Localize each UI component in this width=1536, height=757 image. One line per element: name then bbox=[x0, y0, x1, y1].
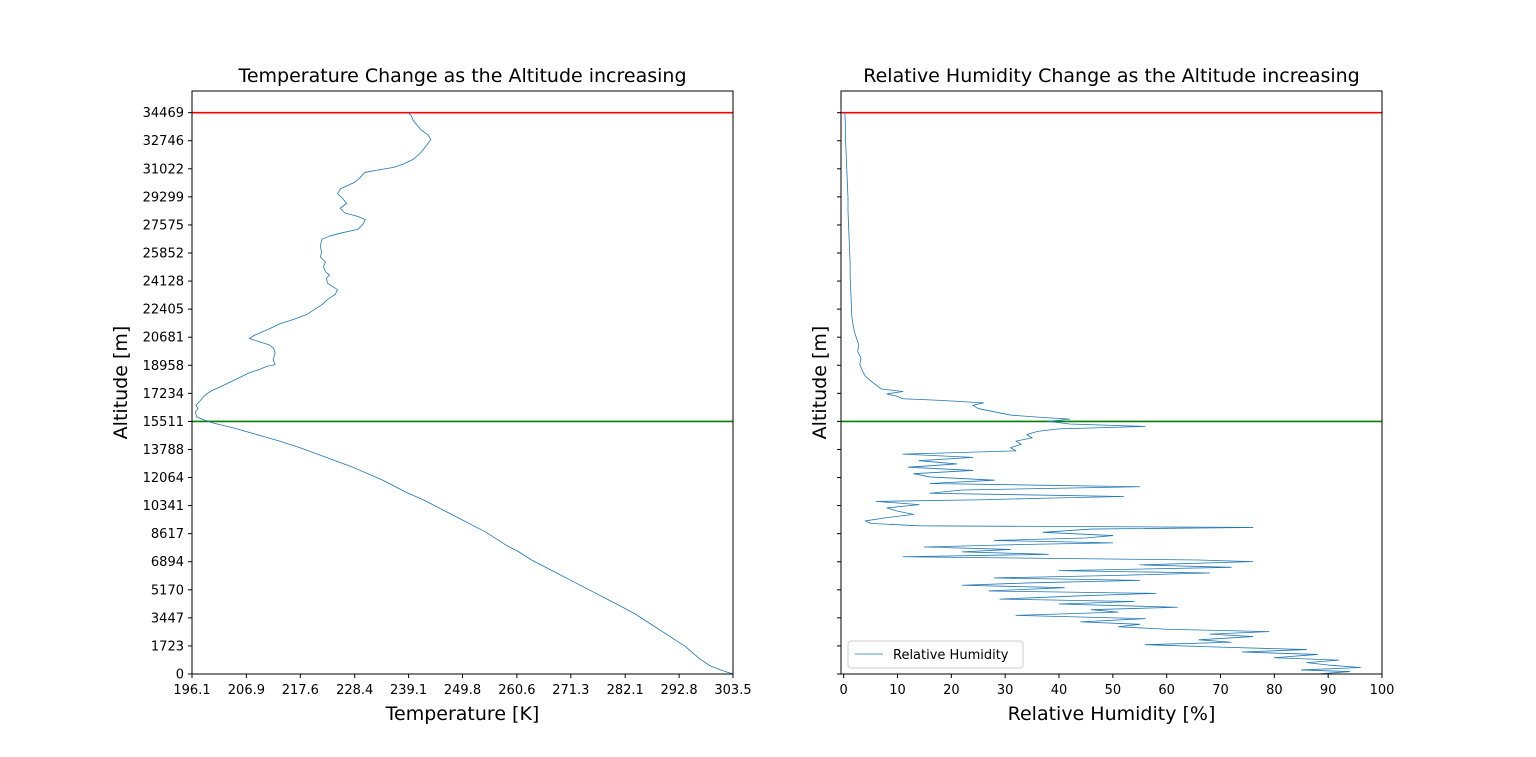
humidity-chart: Relative Humidity Change as the Altitude… bbox=[809, 65, 1394, 725]
x-tick-label: 303.5 bbox=[714, 683, 751, 698]
chart-title: Temperature Change as the Altitude incre… bbox=[237, 65, 686, 87]
x-tick-label: 292.8 bbox=[660, 683, 697, 698]
x-tick-label: 260.6 bbox=[498, 683, 535, 698]
x-axis-ticks: 196.1 206.9 217.6 228.4 239.1 249.8 260.6 271.3… bbox=[173, 674, 752, 698]
y-tick-label: 17234 bbox=[143, 387, 184, 402]
x-tick-label: 282.1 bbox=[607, 683, 644, 698]
y-tick-label: 1723 bbox=[151, 639, 184, 654]
x-axis-label: Relative Humidity [%] bbox=[1008, 703, 1216, 725]
plot-frame bbox=[840, 90, 1383, 675]
x-tick-label: 70 bbox=[1212, 683, 1229, 698]
y-tick-label: 24128 bbox=[143, 275, 184, 290]
x-tick-label: 50 bbox=[1105, 683, 1122, 698]
y-axis-label: Altitude [m] bbox=[809, 326, 831, 440]
y-tick-label: 18958 bbox=[143, 359, 184, 374]
legend-box bbox=[847, 640, 1024, 669]
y-tick-label: 10341 bbox=[143, 499, 184, 514]
x-tick-label: 239.1 bbox=[390, 683, 427, 698]
chart-title: Relative Humidity Change as the Altitude… bbox=[863, 65, 1360, 87]
x-tick-label: 196.1 bbox=[173, 683, 210, 698]
x-tick-label: 90 bbox=[1320, 683, 1337, 698]
y-tick-label: 5170 bbox=[151, 583, 184, 598]
y-tick-label: 13788 bbox=[143, 443, 184, 458]
x-tick-label: 206.9 bbox=[228, 683, 265, 698]
y-axis-ticks: 0 1723 3447 5170 6894 8617 10341 12064 13788 1551… bbox=[143, 106, 192, 683]
y-tick-label: 34469 bbox=[143, 106, 184, 121]
y-tick-label: 25852 bbox=[143, 247, 184, 262]
y-tick-label: 31022 bbox=[143, 162, 184, 177]
y-tick-label: 27575 bbox=[143, 218, 184, 233]
x-tick-label: 10 bbox=[889, 683, 906, 698]
y-tick-label: 29299 bbox=[143, 190, 184, 205]
x-tick-label: 217.6 bbox=[282, 683, 319, 698]
x-tick-label: 60 bbox=[1158, 683, 1175, 698]
x-tick-label: 80 bbox=[1266, 683, 1283, 698]
series-group bbox=[195, 112, 734, 675]
y-axis-label: Altitude [m] bbox=[110, 326, 132, 440]
reference-lines bbox=[192, 111, 733, 423]
x-tick-label: 20 bbox=[943, 683, 960, 698]
x-tick-label: 0 bbox=[840, 683, 848, 698]
x-tick-label: 249.8 bbox=[444, 683, 481, 698]
series-line-0 bbox=[195, 112, 734, 675]
series-line-0 bbox=[844, 112, 1361, 675]
y-tick-label: 20681 bbox=[143, 331, 184, 346]
legend-entry-relative-humidity: Relative Humidity bbox=[893, 648, 1009, 663]
series-group bbox=[844, 112, 1361, 675]
y-tick-label: 22405 bbox=[143, 303, 184, 318]
reference-lines bbox=[841, 111, 1382, 423]
y-tick-label: 32746 bbox=[143, 134, 184, 149]
y-tick-label: 12064 bbox=[143, 471, 184, 486]
legend: Relative Humidity bbox=[847, 640, 1024, 669]
x-tick-label: 228.4 bbox=[336, 683, 373, 698]
y-tick-label: 6894 bbox=[151, 555, 184, 570]
x-tick-label: 30 bbox=[997, 683, 1014, 698]
temperature-chart: Temperature Change as the Altitude incre… bbox=[110, 65, 752, 725]
x-axis-ticks: 0 10 20 30 40 50 60 70 80 90 100 bbox=[840, 674, 1395, 698]
x-tick-label: 100 bbox=[1370, 683, 1395, 698]
x-axis-label: Temperature [K] bbox=[385, 703, 540, 725]
x-tick-label: 40 bbox=[1051, 683, 1068, 698]
y-tick-label: 0 bbox=[176, 668, 184, 683]
x-tick-label: 271.3 bbox=[552, 683, 589, 698]
y-tick-label: 8617 bbox=[151, 527, 184, 542]
y-axis-ticks bbox=[837, 112, 841, 675]
y-tick-label: 3447 bbox=[151, 611, 184, 626]
y-tick-label: 15511 bbox=[143, 415, 184, 430]
